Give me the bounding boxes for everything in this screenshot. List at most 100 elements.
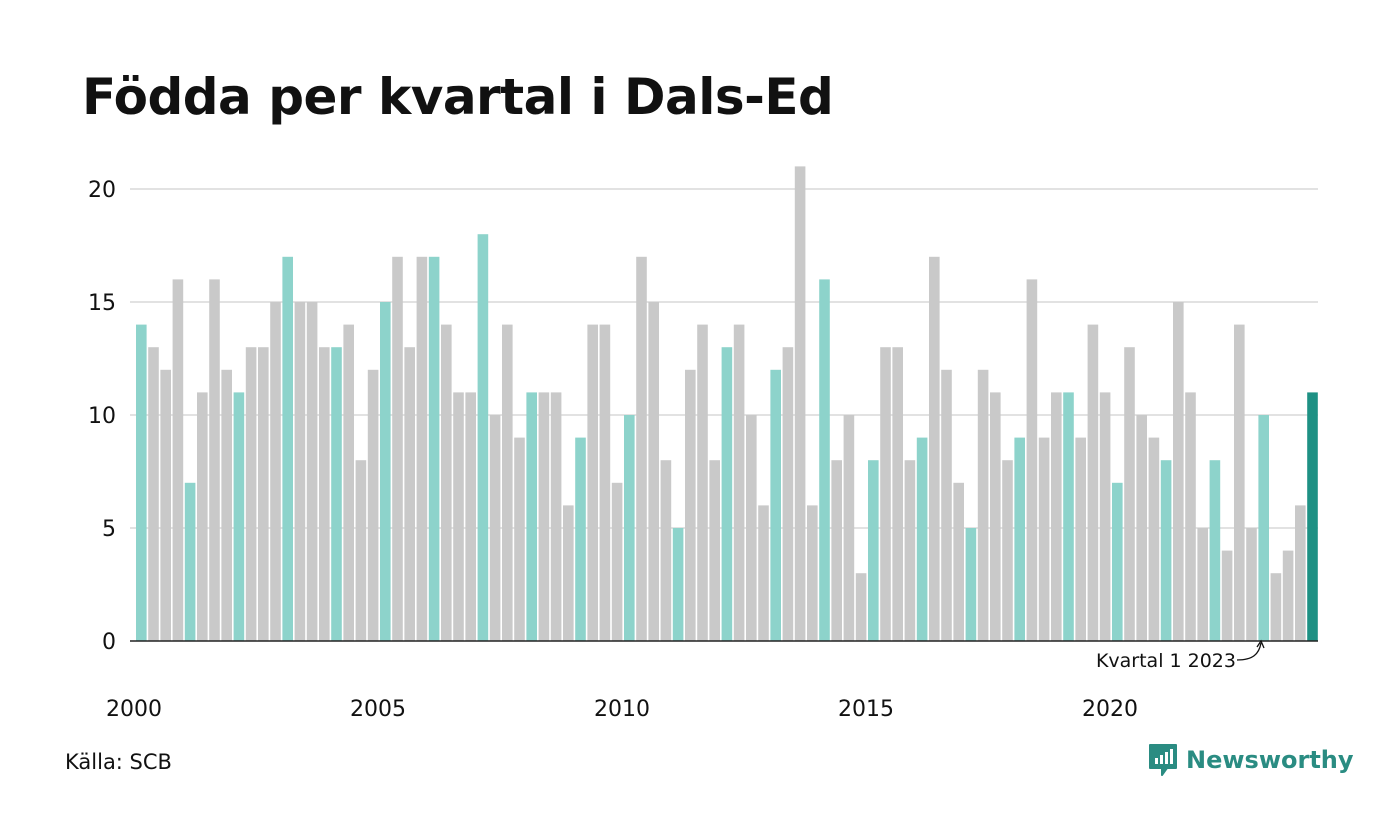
bar-2008-q4 [563,505,574,641]
brand-name: Newsworthy [1186,746,1354,774]
bar-2013-q3 [794,166,806,641]
bar-2019-q2 [1075,437,1086,641]
bar-2002-q2 [245,347,257,641]
bar-2022-q2 [1221,550,1233,641]
bar-2022-q4 [1246,528,1257,641]
bar-2023-q1 [1258,415,1269,641]
bar-2021-q4 [1197,528,1208,641]
bar-2011-q1 [672,528,684,641]
bar-2014-q2 [831,460,842,641]
bar-2016-q3 [941,369,952,641]
bar-2007-q3 [502,324,513,641]
bar-2018-q1 [1014,437,1025,641]
y-tick-label: 15 [88,291,116,316]
bar-2000-q4 [172,279,184,641]
bar-2009-q1 [575,437,586,641]
bar-2010-q2 [636,256,647,641]
x-tick-label: 2000 [106,697,162,722]
bar-2020-q4 [1148,437,1160,641]
bar-2014-q4 [855,573,867,641]
bar-2006-q4 [465,392,476,641]
bar-2010-q4 [660,460,672,641]
bar-2004-q1 [331,347,342,641]
bar-2017-q4 [1002,460,1013,641]
bar-2019-q4 [1099,392,1111,641]
bar-2020-q2 [1124,347,1135,641]
bar-2002-q4 [270,302,281,641]
bar-2005-q4 [416,256,428,641]
bar-2007-q2 [489,415,501,641]
bar-2010-q3 [648,302,659,641]
bar-2021-q3 [1185,392,1196,641]
bar-2005-q3 [404,347,415,641]
bar-2010-q1 [624,415,635,641]
bar-2007-q1 [477,234,489,641]
bar-2008-q3 [550,392,562,641]
bar-2004-q3 [355,460,367,641]
bar-2003-q1 [282,256,293,641]
bar-2006-q1 [428,256,440,641]
annotation-label: Kvartal 1 2023 [1096,650,1236,672]
bar-2008-q2 [538,392,550,641]
bar-2014-q3 [843,415,855,641]
bar-2001-q4 [221,369,232,641]
bar-2024-q1 [1307,392,1318,641]
bar-2012-q2 [733,324,745,641]
bar-2015-q4 [904,460,916,641]
bar-2002-q1 [233,392,245,641]
bar-2002-q3 [258,347,269,641]
x-tick-labels: 2000 2005 2010 2015 2020 [106,697,1138,722]
bar-2005-q1 [380,302,391,641]
bar-2000-q3 [160,369,171,641]
bar-2018-q4 [1051,392,1062,641]
x-tick-label: 2005 [350,697,406,722]
bar-2019-q3 [1087,324,1099,641]
bar-2021-q2 [1173,302,1184,641]
bar-2013-q2 [782,347,794,641]
bar-2017-q3 [990,392,1001,641]
bar-2003-q3 [306,302,318,641]
x-tick-label: 2015 [838,697,894,722]
bar-2015-q1 [868,460,879,641]
bar-2000-q2 [148,347,159,641]
y-tick-label: 5 [102,517,116,542]
bar-2006-q2 [441,324,452,641]
bar-2009-q4 [611,482,623,641]
bar-2023-q2 [1270,573,1282,641]
bar-2018-q2 [1026,279,1038,641]
bar-2023-q3 [1282,550,1294,641]
bar-2009-q2 [587,324,598,641]
y-tick-label: 10 [88,404,116,429]
bar-2012-q3 [746,415,757,641]
bar-2016-q2 [929,256,940,641]
source-label: Källa: SCB [65,750,172,774]
bar-2011-q2 [685,369,696,641]
bar-2012-q4 [758,505,769,641]
bar-2001-q1 [184,482,196,641]
bar-2021-q1 [1160,460,1172,641]
bar-2016-q4 [953,482,964,641]
annotation-arrow [1236,642,1262,661]
bar-2001-q2 [197,392,208,641]
bar-2007-q4 [514,437,525,641]
bar-2020-q3 [1136,415,1147,641]
bar-2004-q4 [367,369,379,641]
bar-2006-q3 [453,392,464,641]
y-tick-label: 0 [102,630,116,655]
bar-2004-q2 [343,324,354,641]
bar-2017-q2 [977,369,989,641]
bar-2013-q4 [807,505,818,641]
bar-2017-q1 [965,528,977,641]
bar-2003-q2 [294,302,306,641]
page-title: Födda per kvartal i Dals-Ed [82,68,834,126]
bar-2014-q1 [819,279,830,641]
bar-2020-q1 [1112,482,1123,641]
bars [136,166,1318,641]
bar-2008-q1 [526,392,537,641]
bar-2009-q3 [599,324,611,641]
bar-2012-q1 [721,347,733,641]
y-tick-label: 20 [88,178,116,203]
x-tick-label: 2020 [1082,697,1138,722]
x-tick-label: 2010 [594,697,650,722]
